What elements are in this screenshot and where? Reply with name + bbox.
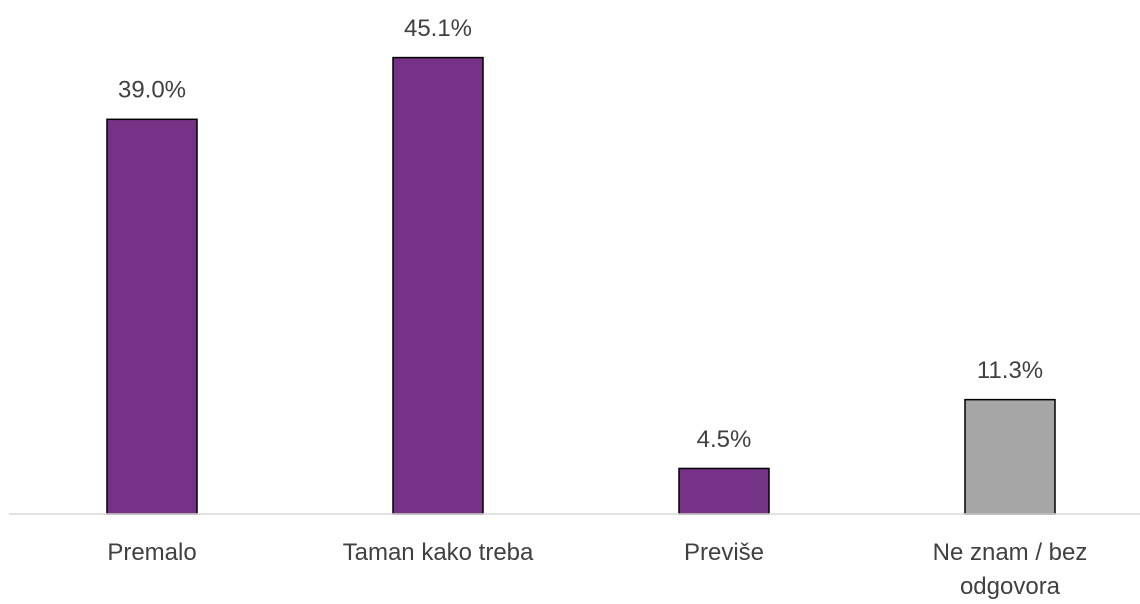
bar (678, 467, 770, 515)
value-label: 4.5% (697, 426, 752, 453)
value-label: 45.1% (404, 15, 472, 42)
x-tick-label: Taman kako treba (342, 539, 534, 566)
value-label: 39.0% (118, 77, 186, 104)
x-tick-label: Previše (683, 539, 765, 566)
bar (964, 398, 1056, 515)
bar (392, 56, 484, 515)
x-tick-label: Premalo (107, 539, 197, 566)
x-tick-label: Ne znam / bez odgovora (932, 539, 1088, 600)
value-label: 11.3% (977, 357, 1043, 384)
bar (106, 118, 198, 515)
